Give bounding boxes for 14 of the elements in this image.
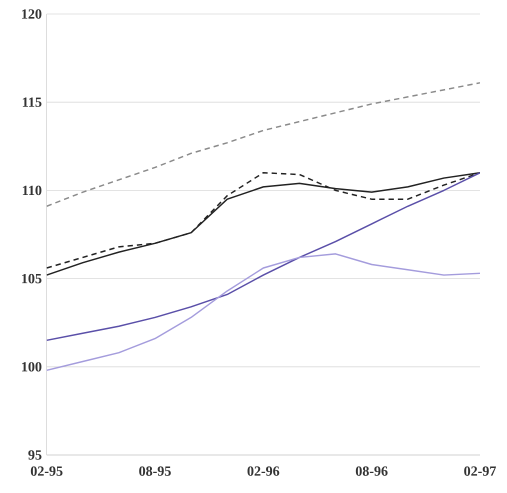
y-tick-label: 100: [22, 362, 42, 372]
y-tick-label: 95: [28, 450, 42, 460]
y-tick-label: 105: [22, 274, 42, 284]
line-series: [46, 82, 480, 208]
line-series: [46, 253, 480, 372]
x-tick-label: 02-96: [248, 466, 280, 476]
x-tick-label: 08-96: [356, 466, 388, 476]
x-tick-label: 02-97: [464, 466, 496, 476]
y-tick-label: 120: [22, 9, 42, 19]
line-series: [46, 172, 480, 342]
x-tick-label: 08-95: [139, 466, 171, 476]
x-tick-label: 02-95: [30, 466, 62, 476]
y-tick-label: 110: [22, 186, 42, 196]
y-tick-label: 115: [22, 98, 42, 107]
